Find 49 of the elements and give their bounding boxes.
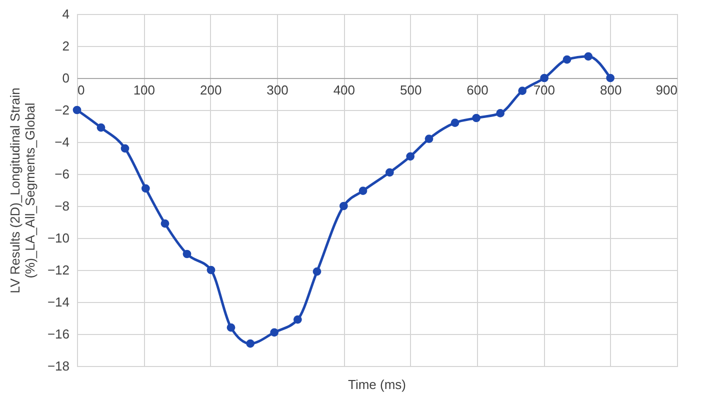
point bbox=[206, 266, 216, 274]
y-axis-title: LV Results (2D)_Longitudinal Strain (%)_LA_All_Segments_Global bbox=[7, 88, 38, 294]
point bbox=[160, 219, 170, 228]
point bbox=[270, 328, 279, 337]
point bbox=[424, 134, 434, 143]
point bbox=[562, 55, 572, 64]
x-tick-label: 700 bbox=[533, 82, 556, 98]
point bbox=[406, 152, 415, 161]
point bbox=[141, 184, 150, 193]
point bbox=[72, 106, 82, 114]
x-tick-label: 100 bbox=[133, 82, 156, 98]
y-tick-label: −2 bbox=[54, 102, 70, 118]
x-tick-label: 500 bbox=[400, 82, 422, 98]
x-tick-label: 800 bbox=[600, 82, 622, 98]
y-tick-label: 2 bbox=[62, 38, 70, 54]
point bbox=[358, 186, 368, 195]
y-tick-label: 0 bbox=[62, 70, 70, 86]
point bbox=[496, 109, 505, 118]
y-tick-label: −4 bbox=[54, 134, 70, 150]
point bbox=[450, 118, 460, 127]
point bbox=[120, 144, 130, 153]
y-tick-label: −18 bbox=[47, 358, 70, 374]
point bbox=[385, 168, 394, 177]
x-tick-label: 200 bbox=[200, 82, 222, 98]
point bbox=[540, 74, 549, 82]
x-tick-label: 600 bbox=[466, 82, 488, 98]
y-tick-label: −16 bbox=[47, 326, 70, 342]
point bbox=[246, 339, 255, 348]
y-tick-label: −8 bbox=[54, 198, 70, 214]
point bbox=[226, 323, 236, 332]
point bbox=[339, 202, 348, 210]
point bbox=[518, 86, 527, 95]
point bbox=[96, 123, 106, 132]
x-tick-label: 0 bbox=[78, 82, 85, 98]
x-tick-label: 400 bbox=[333, 82, 356, 98]
y-tick-label: 4 bbox=[62, 6, 70, 22]
y-tick-label: −12 bbox=[47, 262, 70, 278]
y-tick-label: −6 bbox=[54, 166, 70, 182]
y-tick-label: −14 bbox=[47, 294, 70, 310]
x-axis-title: Time (ms) bbox=[348, 377, 406, 392]
point bbox=[584, 52, 593, 61]
x-tick-label: 300 bbox=[266, 82, 288, 98]
point bbox=[606, 74, 615, 82]
point bbox=[312, 267, 322, 276]
point bbox=[472, 114, 481, 122]
y-tick-label: −10 bbox=[47, 230, 70, 246]
point bbox=[182, 250, 192, 258]
x-tick-label: 900 bbox=[656, 82, 678, 98]
point bbox=[293, 315, 302, 324]
